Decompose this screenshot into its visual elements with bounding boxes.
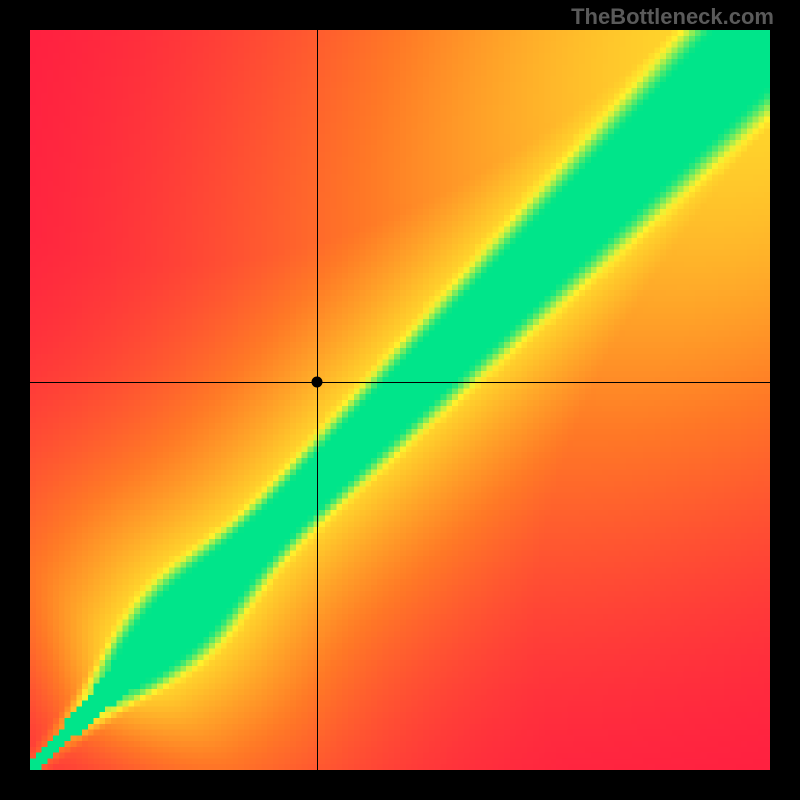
crosshair-vertical: [317, 30, 318, 770]
heatmap-plot: [30, 30, 770, 770]
crosshair-marker: [312, 376, 323, 387]
chart-frame: TheBottleneck.com: [0, 0, 800, 800]
heatmap-canvas: [30, 30, 770, 770]
watermark-text: TheBottleneck.com: [571, 4, 774, 30]
crosshair-horizontal: [30, 382, 770, 383]
